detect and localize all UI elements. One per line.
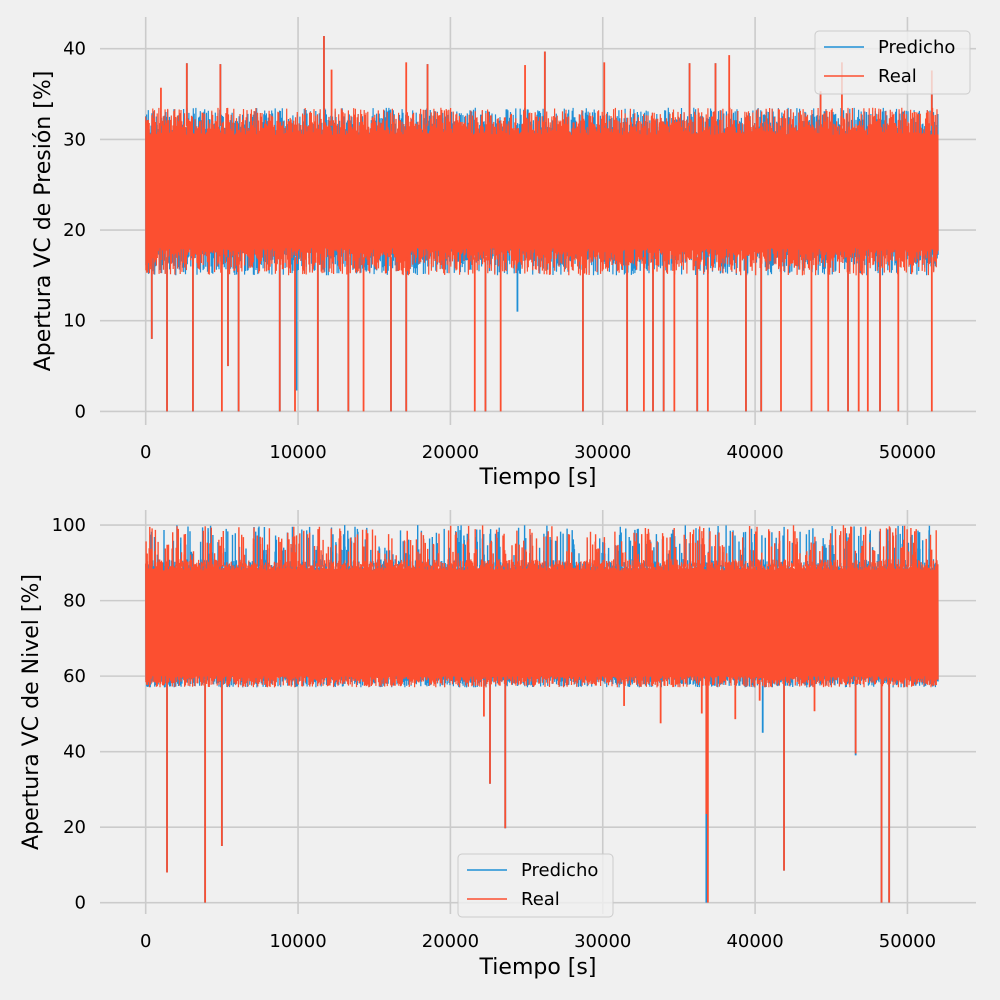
y-tick-label: 100 — [52, 515, 86, 536]
x-axis-label: Tiempo [s] — [479, 465, 597, 490]
x-tick-label: 30000 — [574, 442, 631, 463]
legend: Predicho Real — [814, 30, 971, 95]
x-tick-label: 40000 — [726, 931, 783, 952]
level-valve-chart: 0 10000 20000 30000 40000 50000 0 20 40 60 80 100 T… — [19, 510, 976, 980]
y-tick-label: 0 — [75, 401, 86, 422]
x-axis-label: Tiempo [s] — [479, 955, 597, 980]
legend-label-predicho: Predicho — [878, 37, 955, 58]
y-tick-label: 40 — [63, 39, 86, 60]
series-group — [145, 36, 939, 412]
y-tick-label: 20 — [63, 817, 86, 838]
x-tick-label: 0 — [140, 442, 151, 463]
legend-label-real: Real — [521, 889, 560, 910]
x-tick-label: 10000 — [269, 442, 326, 463]
tick-labels: 0 10000 20000 30000 40000 50000 0 20 40 60 80 100 — [52, 515, 936, 952]
y-tick-label: 0 — [75, 893, 86, 914]
legend-label-real: Real — [878, 66, 917, 87]
pressure-valve-chart: 0 10000 20000 30000 40000 50000 0 10 20 30 40 Tiem… — [31, 17, 976, 490]
x-tick-label: 20000 — [422, 931, 479, 952]
x-tick-label: 10000 — [269, 931, 326, 952]
y-tick-label: 80 — [63, 591, 86, 612]
x-tick-label: 0 — [140, 931, 151, 952]
y-tick-label: 10 — [63, 311, 86, 332]
tick-labels: 0 10000 20000 30000 40000 50000 0 10 20 30 40 — [63, 39, 936, 463]
legend: Predicho Real — [457, 853, 614, 918]
legend-label-predicho: Predicho — [521, 860, 598, 881]
y-axis-label: Apertura VC de Nivel [%] — [19, 574, 44, 850]
series-body-real — [145, 107, 939, 276]
x-tick-label: 30000 — [574, 931, 631, 952]
y-tick-label: 20 — [63, 220, 86, 241]
y-tick-label: 30 — [63, 129, 86, 150]
x-tick-label: 40000 — [726, 442, 783, 463]
series-peaks-real — [145, 525, 937, 567]
x-tick-label: 50000 — [879, 442, 936, 463]
series-group — [145, 525, 939, 903]
series-real — [145, 525, 939, 903]
y-tick-label: 60 — [63, 666, 86, 687]
series-body-real — [145, 559, 939, 688]
x-tick-label: 50000 — [879, 931, 936, 952]
x-tick-label: 20000 — [422, 442, 479, 463]
y-axis-label: Apertura VC de Presión [%] — [31, 71, 56, 372]
y-tick-label: 40 — [63, 742, 86, 763]
